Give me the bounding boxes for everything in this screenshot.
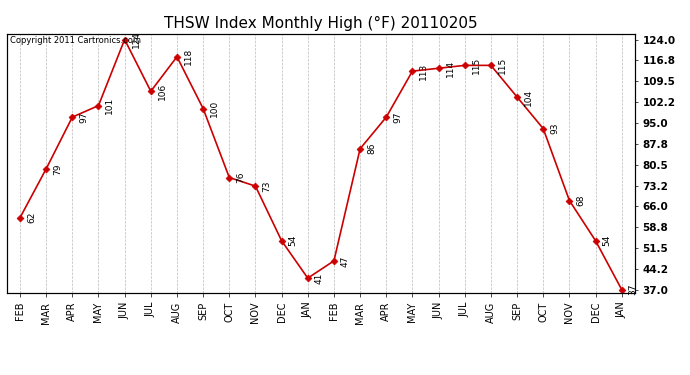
- Text: 47: 47: [341, 255, 350, 267]
- Text: 73: 73: [262, 180, 271, 192]
- Text: 124: 124: [132, 31, 141, 48]
- Title: THSW Index Monthly High (°F) 20110205: THSW Index Monthly High (°F) 20110205: [164, 16, 477, 31]
- Text: 54: 54: [288, 235, 297, 246]
- Text: 41: 41: [315, 272, 324, 284]
- Text: 62: 62: [27, 212, 36, 223]
- Text: 100: 100: [210, 100, 219, 117]
- Text: 76: 76: [236, 172, 245, 183]
- Text: 79: 79: [53, 163, 62, 175]
- Text: 54: 54: [602, 235, 611, 246]
- Text: 101: 101: [106, 97, 115, 114]
- Text: 68: 68: [576, 195, 585, 206]
- Text: 97: 97: [79, 111, 88, 123]
- Text: 97: 97: [393, 111, 402, 123]
- Text: 86: 86: [367, 143, 376, 154]
- Text: 115: 115: [498, 57, 507, 74]
- Text: 118: 118: [184, 48, 193, 65]
- Text: 93: 93: [550, 123, 559, 134]
- Text: 115: 115: [472, 57, 481, 74]
- Text: 113: 113: [420, 63, 428, 80]
- Text: 37: 37: [629, 284, 638, 296]
- Text: 106: 106: [158, 82, 167, 100]
- Text: 104: 104: [524, 88, 533, 106]
- Text: 114: 114: [446, 60, 455, 77]
- Text: Copyright 2011 Cartronics.com: Copyright 2011 Cartronics.com: [10, 36, 141, 45]
